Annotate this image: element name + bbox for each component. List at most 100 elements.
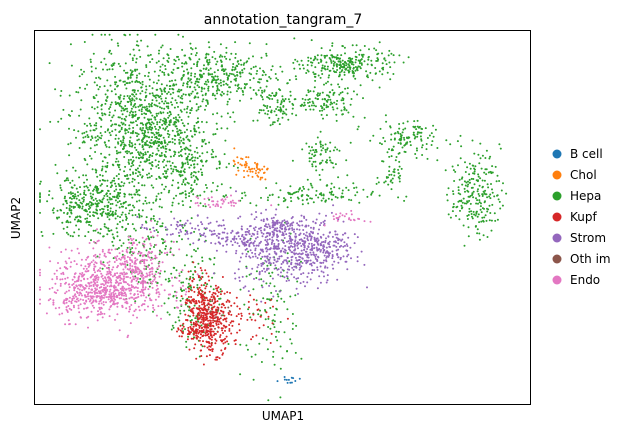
point	[273, 94, 276, 97]
point	[314, 79, 317, 82]
point	[222, 237, 224, 240]
point	[494, 219, 497, 222]
point	[332, 194, 335, 196]
point	[341, 45, 344, 47]
point	[109, 271, 112, 273]
point	[320, 244, 323, 247]
point	[248, 233, 251, 236]
point	[261, 96, 264, 98]
point	[157, 192, 160, 195]
point	[165, 177, 168, 180]
point	[142, 285, 144, 287]
point	[74, 216, 77, 219]
point	[145, 272, 148, 275]
point	[83, 131, 86, 134]
point	[243, 238, 246, 240]
point	[120, 105, 123, 108]
point	[244, 231, 247, 233]
point	[62, 203, 65, 206]
point	[269, 327, 272, 330]
point	[262, 109, 265, 112]
point	[172, 326, 175, 329]
point	[104, 255, 107, 258]
point	[136, 74, 138, 77]
point	[249, 256, 252, 259]
point	[161, 44, 164, 47]
point	[94, 197, 97, 200]
point	[340, 195, 343, 198]
point	[162, 241, 164, 244]
point	[213, 71, 216, 74]
point	[223, 231, 226, 234]
point	[193, 166, 196, 169]
point	[121, 287, 124, 290]
point	[245, 240, 248, 243]
point	[63, 211, 65, 214]
point	[243, 303, 246, 306]
point	[260, 229, 262, 232]
point	[140, 139, 143, 142]
point	[315, 150, 318, 153]
point	[266, 264, 269, 267]
point	[472, 178, 475, 180]
point	[359, 67, 362, 70]
point	[66, 309, 69, 312]
point	[158, 217, 161, 220]
point	[210, 81, 213, 84]
point	[324, 143, 327, 146]
point	[385, 120, 388, 123]
point	[121, 107, 124, 110]
point	[293, 276, 296, 279]
point	[107, 272, 110, 275]
point	[351, 70, 354, 72]
point	[140, 304, 143, 307]
point	[110, 229, 113, 232]
point	[138, 194, 141, 197]
point	[105, 226, 108, 229]
point	[347, 111, 350, 114]
point	[126, 264, 129, 266]
point	[249, 202, 252, 205]
point	[206, 151, 209, 154]
point	[123, 80, 126, 83]
point	[389, 66, 392, 69]
point	[241, 197, 244, 200]
point	[104, 102, 107, 105]
point	[269, 307, 272, 309]
point	[247, 308, 250, 311]
point	[478, 194, 481, 197]
point	[78, 294, 81, 297]
point	[109, 106, 112, 109]
point	[184, 288, 187, 290]
point	[307, 272, 310, 275]
point	[334, 146, 337, 149]
point	[345, 159, 348, 162]
point	[197, 108, 200, 111]
point	[201, 272, 204, 275]
point	[160, 146, 163, 149]
point	[155, 153, 158, 156]
point	[298, 228, 301, 231]
point	[205, 56, 208, 59]
point	[144, 238, 147, 241]
point	[215, 189, 218, 192]
point	[280, 249, 283, 252]
point	[99, 260, 102, 263]
point	[269, 227, 272, 230]
point	[179, 286, 182, 289]
point	[144, 275, 147, 278]
point	[419, 131, 421, 134]
point	[67, 283, 70, 286]
point	[134, 247, 137, 250]
point	[248, 72, 251, 75]
point	[65, 207, 68, 209]
point	[189, 270, 192, 273]
point	[354, 61, 357, 64]
point	[100, 189, 103, 192]
point	[139, 173, 142, 176]
point	[157, 79, 160, 82]
point	[116, 215, 119, 218]
point	[148, 285, 151, 288]
point	[181, 174, 184, 177]
point	[111, 65, 114, 67]
